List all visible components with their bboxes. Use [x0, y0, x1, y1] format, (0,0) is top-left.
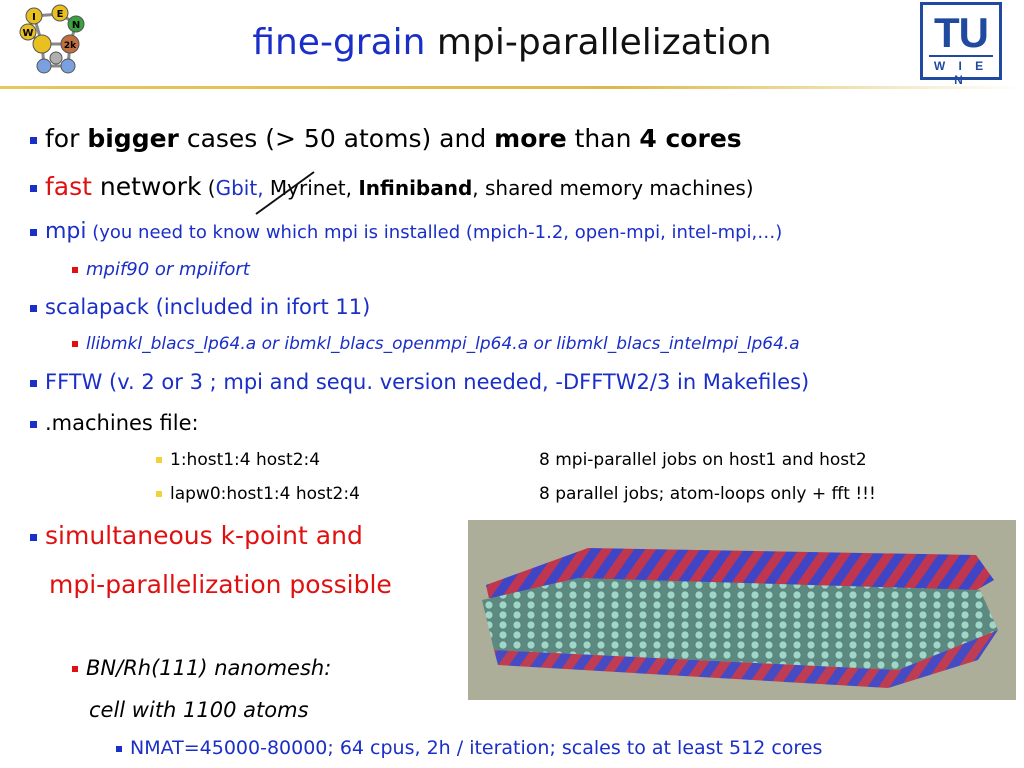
bullet-icon: [30, 184, 37, 192]
b1-text1: for: [45, 124, 88, 153]
bullet-icon: [72, 666, 78, 672]
logo-letter-e: E: [57, 9, 64, 20]
title-part2: mpi-parallelization: [425, 22, 772, 63]
bullet-icon: [72, 267, 78, 273]
bullet-icon: [30, 379, 37, 387]
bullet-icon: [156, 457, 162, 463]
tu-logo-wien: W I E N: [933, 59, 989, 87]
logo-letter-n: N: [72, 20, 80, 31]
bullet-mpif90: mpif90 or mpiifort: [72, 259, 250, 280]
b7a-line1: BN/Rh(111) nanomesh:: [86, 656, 332, 680]
b2-infiniband: Infiniband: [358, 176, 473, 200]
gbit-strikethrough: [255, 171, 315, 215]
logo-letter-w: W: [22, 28, 33, 39]
nanomesh-structure-svg: [482, 548, 998, 688]
title-part1: fine-grain: [252, 22, 426, 63]
bullet-nmat: NMAT=45000-80000; 64 cpus, 2h / iteratio…: [116, 737, 822, 759]
bullet-nanomesh: BN/Rh(111) nanomesh:: [72, 656, 331, 680]
b1-text5: than: [566, 124, 640, 153]
bullet-icon: [30, 304, 37, 312]
bullet-icon: [72, 341, 78, 347]
b3-rest: (you need to know which mpi is installed…: [86, 222, 783, 243]
b7-line2: mpi-parallelization possible: [49, 570, 392, 599]
b6-text: .machines file:: [45, 411, 199, 435]
title-divider: [0, 86, 1024, 89]
slide-title: fine-grain mpi-parallelization: [0, 22, 1024, 63]
b5-text: FFTW (v. 2 or 3 ; mpi and sequ. version …: [45, 370, 810, 394]
b4a-text: llibmkl_blacs_lp64.a or ibmkl_blacs_open…: [86, 334, 800, 354]
machines-line-2-desc: 8 parallel jobs; atom-loops only + fft !…: [539, 484, 876, 504]
b7b-text: NMAT=45000-80000; 64 cpus, 2h / iteratio…: [130, 737, 823, 759]
b7-line1: simultaneous k-point and: [45, 521, 363, 550]
bullet-icon: [116, 745, 122, 752]
b7a-line2: cell with 1100 atoms: [89, 698, 309, 722]
b3-mpi: mpi: [45, 219, 87, 244]
bullet-fftw: FFTW (v. 2 or 3 ; mpi and sequ. version …: [30, 370, 809, 394]
b1-text3: cases (> 50 atoms) and: [178, 124, 495, 153]
nanomesh-structure-image: [468, 520, 1016, 700]
logo-letter-2k: 2k: [64, 41, 77, 51]
b4-text: scalapack (included in ifort 11): [45, 295, 371, 319]
b2-gbit: Gbit,: [215, 176, 264, 200]
wien2k-logo: I E N W 2k: [19, 4, 85, 74]
m2-left: lapw0:host1:4 host2:4: [170, 484, 360, 504]
b1-bigger: bigger: [87, 124, 179, 153]
machines-line-1: 1:host1:4 host2:4: [156, 450, 320, 470]
bullet-machines-file: .machines file:: [30, 411, 199, 435]
bullet-bigger-cases: for bigger cases (> 50 atoms) and more t…: [30, 124, 742, 153]
tu-wien-logo: TU W I E N: [920, 2, 1002, 87]
m1-left: 1:host1:4 host2:4: [170, 450, 321, 470]
tu-logo-bar: [929, 55, 993, 57]
bullet-libmkl: llibmkl_blacs_lp64.a or ibmkl_blacs_open…: [72, 334, 800, 354]
logo-letter-i: I: [32, 12, 36, 23]
bullet-mpi: mpi (you need to know which mpi is insta…: [30, 219, 782, 244]
b2-myrinet: Myrinet,: [263, 176, 359, 200]
b3a-text: mpif90 or mpiifort: [86, 259, 250, 280]
bullet-scalapack: scalapack (included in ifort 11): [30, 295, 370, 319]
b1-4cores: 4 cores: [639, 124, 742, 153]
b2-network: network: [91, 172, 202, 201]
bullet-simultaneous: simultaneous k-point and: [30, 521, 363, 550]
machines-line-1-desc: 8 mpi-parallel jobs on host1 and host2: [539, 450, 867, 470]
bullet-icon: [30, 533, 37, 541]
bullet-icon: [30, 136, 37, 144]
b1-more: more: [494, 124, 567, 153]
machines-line-2: lapw0:host1:4 host2:4: [156, 484, 360, 504]
bullet-icon: [30, 420, 37, 428]
bullet-icon: [156, 491, 162, 497]
bullet-icon: [30, 228, 37, 236]
b2-fast: fast: [45, 172, 92, 201]
b2-open: (: [201, 176, 216, 200]
b2-rest: , shared memory machines): [472, 176, 754, 200]
tu-logo-text: TU: [934, 9, 989, 56]
bullet-fast-network: fast network (Gbit, Myrinet, Infiniband,…: [30, 172, 754, 201]
